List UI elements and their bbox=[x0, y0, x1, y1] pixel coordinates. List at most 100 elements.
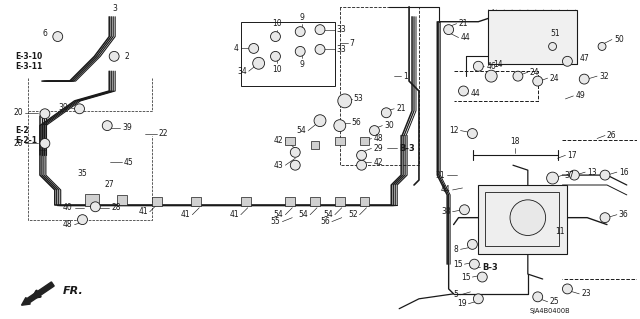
Text: E-3-10: E-3-10 bbox=[15, 52, 42, 61]
Text: 7: 7 bbox=[349, 39, 355, 48]
Text: 16: 16 bbox=[619, 168, 628, 177]
Circle shape bbox=[467, 129, 477, 138]
Bar bbox=[241, 22, 335, 86]
Text: 40: 40 bbox=[63, 203, 72, 212]
Text: 41: 41 bbox=[138, 207, 148, 216]
Text: 18: 18 bbox=[510, 137, 520, 146]
Circle shape bbox=[271, 51, 280, 61]
Text: 15: 15 bbox=[453, 260, 463, 269]
Circle shape bbox=[315, 44, 325, 54]
Text: 8: 8 bbox=[454, 245, 458, 254]
Circle shape bbox=[532, 292, 543, 302]
Circle shape bbox=[40, 138, 50, 148]
Circle shape bbox=[477, 272, 487, 282]
Text: 42: 42 bbox=[274, 136, 284, 145]
Circle shape bbox=[369, 126, 380, 136]
Text: 56: 56 bbox=[351, 118, 362, 127]
Text: 2: 2 bbox=[124, 52, 129, 61]
Circle shape bbox=[291, 147, 300, 157]
Text: 20: 20 bbox=[13, 108, 23, 117]
Text: 25: 25 bbox=[550, 297, 559, 306]
Text: 26: 26 bbox=[607, 131, 616, 140]
Text: 21: 21 bbox=[458, 19, 468, 28]
Text: 1: 1 bbox=[403, 72, 408, 81]
Circle shape bbox=[102, 121, 112, 130]
Circle shape bbox=[271, 32, 280, 41]
Text: 44: 44 bbox=[461, 33, 470, 42]
Text: 15: 15 bbox=[461, 272, 470, 282]
Text: 10: 10 bbox=[273, 65, 282, 74]
Text: 31: 31 bbox=[435, 171, 445, 180]
Circle shape bbox=[315, 25, 325, 34]
Text: 38: 38 bbox=[441, 207, 451, 216]
Bar bbox=[360, 137, 369, 145]
Circle shape bbox=[563, 284, 572, 294]
Text: 20: 20 bbox=[13, 139, 23, 148]
Circle shape bbox=[356, 160, 367, 170]
Circle shape bbox=[548, 42, 557, 50]
Circle shape bbox=[295, 27, 305, 37]
Circle shape bbox=[510, 200, 546, 235]
Text: 42: 42 bbox=[374, 158, 383, 167]
Text: 27: 27 bbox=[104, 180, 114, 189]
Text: 51: 51 bbox=[550, 28, 561, 38]
Bar bbox=[478, 185, 568, 254]
Bar bbox=[488, 10, 577, 64]
Text: 9: 9 bbox=[300, 13, 305, 22]
Circle shape bbox=[295, 47, 305, 56]
Text: 23: 23 bbox=[581, 289, 591, 298]
Text: 29: 29 bbox=[374, 144, 383, 153]
Text: 34: 34 bbox=[237, 67, 247, 76]
Text: 35: 35 bbox=[77, 169, 88, 178]
Text: 32: 32 bbox=[599, 72, 609, 81]
Circle shape bbox=[547, 172, 559, 184]
Circle shape bbox=[334, 120, 346, 131]
Text: 41: 41 bbox=[229, 210, 239, 219]
Text: E-2-1: E-2-1 bbox=[15, 136, 37, 145]
Text: 48: 48 bbox=[374, 134, 383, 143]
Circle shape bbox=[474, 61, 483, 71]
Text: 13: 13 bbox=[588, 168, 597, 177]
Text: 5: 5 bbox=[454, 290, 458, 299]
Text: 54: 54 bbox=[296, 126, 306, 135]
Bar bbox=[335, 137, 345, 145]
Bar bbox=[360, 197, 369, 206]
Bar bbox=[86, 194, 99, 206]
Text: 3: 3 bbox=[113, 4, 118, 13]
Circle shape bbox=[249, 43, 259, 53]
Bar bbox=[117, 195, 127, 205]
Circle shape bbox=[563, 56, 572, 66]
Circle shape bbox=[579, 74, 589, 84]
Text: 45: 45 bbox=[124, 158, 134, 167]
Text: FR.: FR. bbox=[63, 286, 83, 296]
Text: 28: 28 bbox=[111, 203, 121, 212]
Text: 14: 14 bbox=[493, 60, 503, 69]
Text: 49: 49 bbox=[575, 92, 585, 100]
Circle shape bbox=[460, 205, 469, 215]
Text: 4: 4 bbox=[234, 44, 239, 53]
Text: 41: 41 bbox=[180, 210, 190, 219]
Text: 22: 22 bbox=[159, 129, 168, 138]
Circle shape bbox=[600, 170, 610, 180]
Circle shape bbox=[444, 25, 454, 34]
Text: 37: 37 bbox=[564, 171, 574, 180]
Circle shape bbox=[338, 94, 351, 108]
Text: 24: 24 bbox=[550, 74, 559, 83]
Text: 44: 44 bbox=[470, 89, 480, 99]
Bar bbox=[485, 192, 559, 246]
Text: 10: 10 bbox=[273, 19, 282, 28]
Circle shape bbox=[52, 32, 63, 41]
Text: 54: 54 bbox=[298, 210, 308, 219]
Circle shape bbox=[513, 71, 523, 81]
Circle shape bbox=[485, 70, 497, 82]
Text: 55: 55 bbox=[271, 217, 280, 226]
FancyArrow shape bbox=[22, 282, 54, 305]
Text: 39: 39 bbox=[59, 103, 68, 112]
Circle shape bbox=[109, 51, 119, 61]
Circle shape bbox=[474, 294, 483, 304]
Circle shape bbox=[458, 86, 468, 96]
Text: 11: 11 bbox=[556, 227, 565, 236]
Text: 33: 33 bbox=[337, 45, 347, 54]
Circle shape bbox=[291, 160, 300, 170]
Text: SJA4B0400B: SJA4B0400B bbox=[530, 308, 570, 314]
